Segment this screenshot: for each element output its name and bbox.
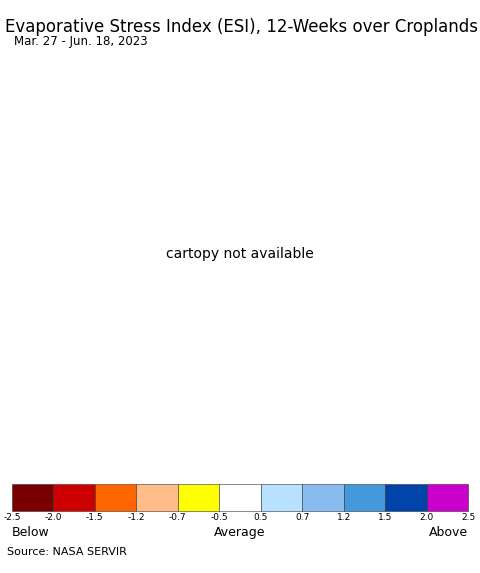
Bar [302,484,344,511]
Bar [178,484,219,511]
Text: 0.7: 0.7 [295,513,310,523]
Text: Average: Average [214,525,266,539]
Bar [219,484,261,511]
Text: -1.2: -1.2 [128,513,145,523]
Text: Above: Above [429,525,468,539]
Text: 1.2: 1.2 [336,513,351,523]
Text: 2.0: 2.0 [420,513,434,523]
Text: cartopy not available: cartopy not available [166,246,314,261]
Text: 0.5: 0.5 [253,513,268,523]
Text: -0.7: -0.7 [169,513,187,523]
Text: 1.5: 1.5 [378,513,392,523]
Text: Below: Below [12,525,49,539]
Bar [53,484,95,511]
Bar [136,484,178,511]
Bar [95,484,136,511]
Text: 2.5: 2.5 [461,513,475,523]
Text: -2.0: -2.0 [45,513,62,523]
Text: -0.5: -0.5 [210,513,228,523]
Text: -2.5: -2.5 [3,513,21,523]
Text: Source: NASA SERVIR: Source: NASA SERVIR [7,547,127,557]
Bar [427,484,468,511]
Text: -1.5: -1.5 [86,513,104,523]
Text: Mar. 27 - Jun. 18, 2023: Mar. 27 - Jun. 18, 2023 [14,35,148,48]
Text: Evaporative Stress Index (ESI), 12-Weeks over Croplands: Evaporative Stress Index (ESI), 12-Weeks… [5,18,478,36]
Bar [344,484,385,511]
Bar [385,484,427,511]
Bar [261,484,302,511]
Bar [12,484,53,511]
